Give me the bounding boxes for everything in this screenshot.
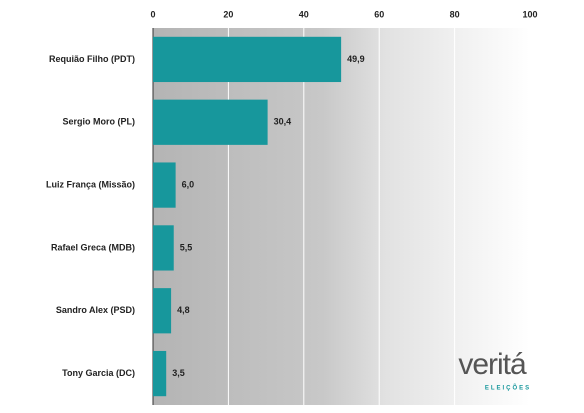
value-label: 5,5 xyxy=(180,242,193,252)
y-tick-label: Requião Filho (PDT) xyxy=(49,54,135,64)
x-tick-label: 20 xyxy=(223,9,233,19)
y-tick-label: Tony Garcia (DC) xyxy=(62,368,135,378)
x-tick-label: 80 xyxy=(450,9,460,19)
y-tick-label: Sandro Alex (PSD) xyxy=(56,305,135,315)
value-label: 6,0 xyxy=(182,179,195,189)
logo: veritá ELEIÇÕES xyxy=(458,348,531,392)
y-tick-label: Sergio Moro (PL) xyxy=(63,117,136,127)
bar xyxy=(153,162,176,208)
value-label: 49,9 xyxy=(347,54,365,64)
y-tick-label: Rafael Greca (MDB) xyxy=(51,242,135,252)
x-tick-label: 40 xyxy=(299,9,309,19)
bar xyxy=(153,99,268,145)
value-label: 3,5 xyxy=(172,368,185,378)
logo-tagline: ELEIÇÕES xyxy=(485,385,531,392)
bar xyxy=(153,288,172,334)
logo-name: veritá xyxy=(458,348,527,381)
bar xyxy=(153,36,342,83)
plot-background xyxy=(153,28,530,405)
x-tick-label: 100 xyxy=(522,9,537,19)
bar xyxy=(153,225,174,271)
x-tick-label: 60 xyxy=(374,9,384,19)
x-tick-label: 0 xyxy=(150,9,155,19)
value-label: 4,8 xyxy=(177,305,190,315)
value-label: 30,4 xyxy=(274,117,292,127)
bar xyxy=(153,350,167,397)
y-tick-label: Luiz França (Missão) xyxy=(46,179,135,189)
